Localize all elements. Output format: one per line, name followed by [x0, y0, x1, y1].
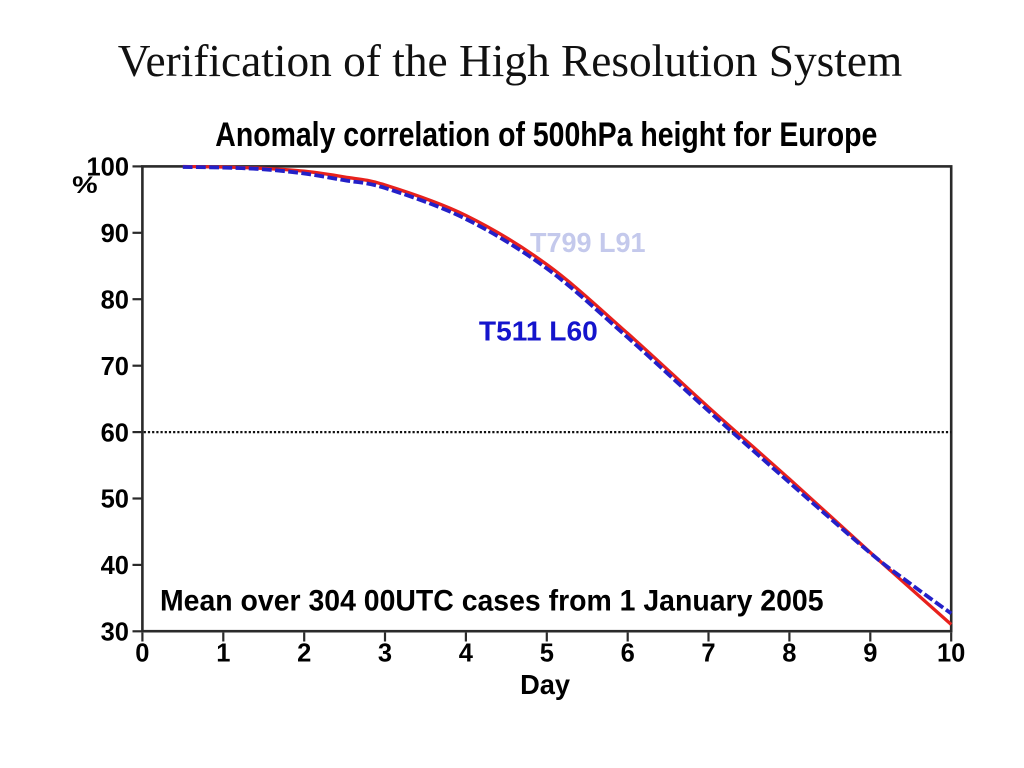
svg-text:Verification of the High Resol: Verification of the High Resolution Syst…: [118, 35, 903, 86]
svg-text:%: %: [72, 172, 98, 199]
svg-text:6: 6: [621, 640, 635, 668]
svg-text:90: 90: [101, 220, 129, 248]
svg-text:8: 8: [782, 640, 796, 668]
svg-text:40: 40: [101, 552, 129, 580]
svg-text:50: 50: [101, 486, 129, 514]
svg-text:T799 L91: T799 L91: [530, 227, 646, 258]
svg-text:1: 1: [216, 640, 230, 668]
svg-text:T511 L60: T511 L60: [479, 316, 598, 347]
svg-text:3: 3: [378, 640, 392, 668]
svg-text:30: 30: [101, 619, 129, 647]
svg-text:5: 5: [540, 640, 554, 668]
svg-text:0: 0: [135, 640, 149, 668]
svg-text:9: 9: [863, 640, 877, 668]
svg-text:Anomaly correlation of 500hPa: Anomaly correlation of 500hPa height for…: [215, 116, 877, 154]
svg-text:Day: Day: [520, 669, 570, 700]
svg-text:70: 70: [101, 353, 129, 381]
svg-text:10: 10: [937, 640, 965, 668]
svg-text:4: 4: [459, 640, 474, 668]
svg-text:100: 100: [86, 154, 129, 182]
svg-text:7: 7: [701, 640, 715, 668]
svg-text:2: 2: [297, 640, 311, 668]
svg-text:80: 80: [101, 286, 129, 314]
svg-text:60: 60: [101, 419, 129, 447]
svg-text:Mean over 304 00UTC cases from: Mean over 304 00UTC cases from 1 January…: [160, 585, 824, 618]
